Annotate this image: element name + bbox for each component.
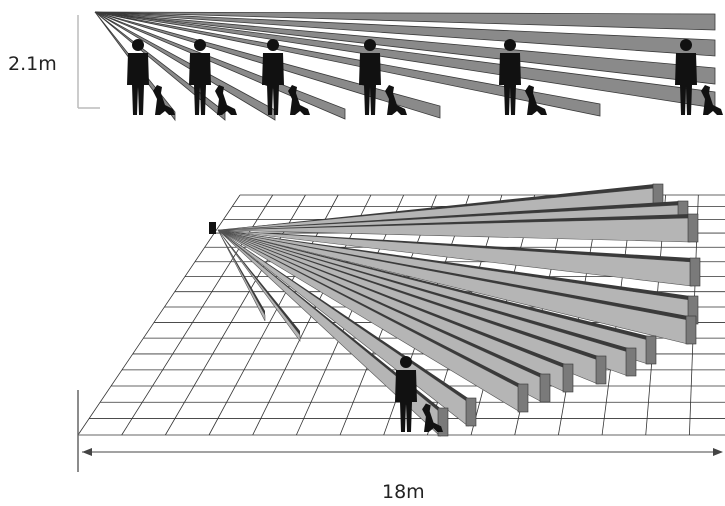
beam-top	[218, 214, 690, 230]
person-body	[499, 53, 521, 115]
side-beam	[94, 11, 601, 117]
person-body	[675, 53, 697, 115]
dog	[288, 85, 310, 115]
dog	[422, 403, 443, 432]
person-head	[132, 39, 144, 51]
person-body	[359, 53, 381, 115]
side-beam	[94, 11, 716, 109]
beam-top	[218, 184, 655, 230]
beam-end	[625, 347, 637, 377]
grid-col	[77, 194, 241, 436]
side-beam	[94, 11, 716, 31]
grid-col	[208, 194, 339, 436]
beam-top	[218, 230, 542, 378]
dog	[525, 85, 547, 115]
beam-end	[437, 407, 449, 437]
beam-top	[218, 230, 690, 300]
person-head	[680, 39, 692, 51]
person-body	[189, 53, 211, 115]
beam-top	[218, 230, 628, 352]
beam-top	[218, 230, 565, 368]
person-head	[400, 356, 412, 368]
range-label: 18m	[382, 481, 425, 503]
grid-col	[295, 194, 405, 436]
beam-end	[562, 363, 574, 393]
beam-top	[218, 230, 440, 412]
beam-end	[645, 335, 657, 365]
side-beam	[94, 11, 226, 121]
side-beam	[94, 11, 716, 85]
beam-end	[539, 373, 551, 403]
height-label: 2.1m	[8, 53, 57, 75]
beam-end	[689, 257, 701, 287]
beam-top	[218, 230, 265, 315]
dog	[701, 85, 723, 115]
beam-top	[218, 230, 692, 262]
beam-top	[218, 201, 680, 230]
beam-end	[595, 355, 607, 385]
person-body	[262, 53, 284, 115]
dog	[153, 85, 175, 115]
person-head	[364, 39, 376, 51]
beam-top	[218, 230, 688, 320]
person-head	[504, 39, 516, 51]
person-head	[194, 39, 206, 51]
beam-top	[218, 230, 520, 388]
dog	[385, 85, 407, 115]
side-beam	[94, 11, 346, 120]
person-body	[395, 370, 417, 432]
beam-end	[685, 315, 697, 345]
person-body	[127, 53, 149, 115]
dog	[215, 85, 237, 115]
beam-top	[218, 230, 648, 340]
beam-end	[687, 213, 699, 243]
top-view	[77, 183, 725, 437]
beam-top	[218, 230, 598, 360]
sensor	[209, 222, 216, 234]
beam-end	[517, 383, 529, 413]
range-arrow-start	[82, 448, 92, 456]
side-view	[94, 11, 723, 122]
beam-top	[218, 230, 300, 335]
beam-end	[465, 397, 477, 427]
person-head	[267, 39, 279, 51]
side-beam	[94, 11, 716, 57]
